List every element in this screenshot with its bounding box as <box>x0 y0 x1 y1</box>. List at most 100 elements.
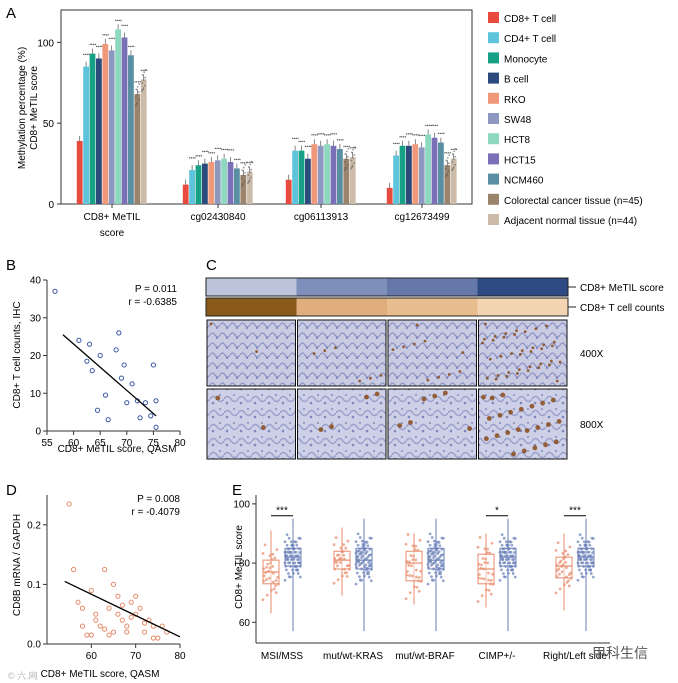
box-point <box>591 551 595 554</box>
tissue-point <box>446 164 449 167</box>
cd8-stained-cell <box>432 393 438 399</box>
box-point <box>512 557 516 561</box>
cd8-stained-cell <box>555 379 559 383</box>
box-point <box>489 592 493 596</box>
bar-crc <box>343 158 350 204</box>
box-point <box>561 551 565 555</box>
tissue-point <box>351 166 353 169</box>
box-point <box>580 547 584 551</box>
box-point <box>433 554 437 558</box>
box-point <box>478 536 482 539</box>
count-cell <box>387 298 478 316</box>
box-point <box>499 564 503 568</box>
tissue-point <box>345 158 348 161</box>
box-point <box>415 568 418 572</box>
box-point <box>408 574 411 577</box>
box-point <box>441 562 445 566</box>
x-tick-label: 75 <box>148 438 160 449</box>
data-point <box>153 424 159 430</box>
bar-mono <box>89 53 96 205</box>
stat-p-b: P = 0.011 <box>135 284 178 295</box>
box-point <box>558 572 561 576</box>
x-tick-label: 80 <box>174 651 186 662</box>
box-point <box>354 582 358 586</box>
cd8-stained-cell <box>491 338 495 342</box>
y-tick-label: 10 <box>30 389 42 400</box>
y-tick-label-e: 60 <box>239 618 251 629</box>
box-point <box>580 572 583 575</box>
tissue-point <box>445 174 448 177</box>
data-point <box>148 413 154 419</box>
count-cell <box>206 298 297 316</box>
box-point <box>477 576 481 580</box>
x-tick-label: 65 <box>95 438 107 449</box>
box-point <box>556 541 560 545</box>
cd8-stained-cell <box>542 343 546 347</box>
plot-frame-a <box>60 9 473 205</box>
cd8-stained-cell <box>374 391 380 397</box>
box-point <box>428 555 432 559</box>
box-point <box>439 570 442 574</box>
bar-cd4 <box>292 150 298 204</box>
tissue-point <box>447 170 450 173</box>
score-cell <box>206 278 297 296</box>
box-point <box>287 547 291 551</box>
box-point <box>513 575 517 579</box>
box-point <box>363 546 367 550</box>
box-point <box>482 567 485 571</box>
legend-label-hct8: HCT8 <box>504 135 531 146</box>
box-point <box>284 550 288 554</box>
bar-hct15 <box>431 137 438 204</box>
significance-mark: **** <box>305 145 312 150</box>
cd8-stained-cell <box>494 433 500 439</box>
box-point <box>362 571 366 574</box>
box-point <box>271 565 275 568</box>
bar-hct8 <box>324 144 330 204</box>
box-point <box>438 567 442 570</box>
score-cell <box>296 278 387 296</box>
data-point <box>89 368 95 374</box>
box-point <box>369 568 373 571</box>
box-point <box>356 555 360 559</box>
tissue-point <box>136 85 139 88</box>
box-point <box>513 564 517 568</box>
box-point <box>333 567 337 571</box>
x-tick-label-a: score <box>100 228 125 239</box>
box-point <box>419 580 423 583</box>
box-point <box>565 566 568 570</box>
bar-adj <box>349 157 356 204</box>
tissue-point <box>452 167 454 170</box>
x-tick-label-a: cg02430840 <box>190 212 245 223</box>
tissue-point <box>249 163 252 166</box>
significance-mark-e: *** <box>276 506 288 517</box>
box-point <box>502 547 506 551</box>
box-point <box>499 550 503 554</box>
box-point <box>362 574 366 578</box>
box-point <box>480 577 483 580</box>
box-point <box>275 548 279 552</box>
bar-cd8 <box>386 187 393 204</box>
box-point <box>591 561 595 565</box>
legend-swatch-cd4 <box>488 32 499 44</box>
box-point <box>487 571 490 575</box>
box-point <box>366 567 370 570</box>
legend-swatch-bcell <box>488 72 499 84</box>
box-point <box>588 543 592 547</box>
cd8-stained-cell <box>534 327 538 331</box>
bar-sw48 <box>418 147 425 204</box>
tissue-point <box>240 185 243 188</box>
bar-bcell <box>202 163 208 204</box>
cd8-stained-cell <box>543 442 548 448</box>
significance-mark: **** <box>121 23 128 28</box>
tissue-point <box>347 147 350 150</box>
tissue-point <box>138 83 141 85</box>
box-point <box>491 582 495 586</box>
bar-crc <box>444 165 451 204</box>
box-point <box>415 585 419 589</box>
data-point <box>153 398 159 404</box>
box-point <box>426 562 430 566</box>
box-point <box>416 548 420 552</box>
tissue-point <box>350 159 353 162</box>
significance-mark: **** <box>234 157 241 162</box>
box-point <box>501 558 505 562</box>
